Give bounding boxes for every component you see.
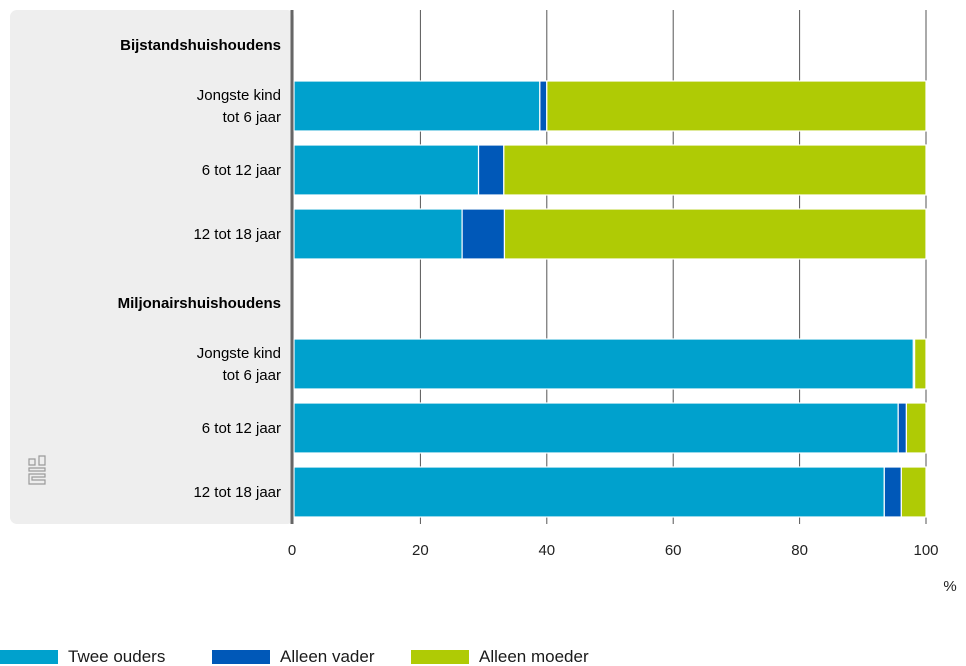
x-unit-label: % (943, 578, 956, 595)
bar-segment-twee-ouders (293, 338, 914, 390)
group-title-bijstandshuishoudens: Bijstandshuishoudens (120, 37, 281, 54)
bar-segment-alleen-vader (461, 208, 506, 260)
x-axis-ticks: 0 20 40 60 80 100 (288, 542, 939, 559)
category-labels: Bijstandshuishoudens Jongste kind tot 6 ja… (118, 37, 281, 501)
x-tick-label-40: 40 (538, 542, 555, 559)
category-panel (10, 10, 294, 524)
cbs-logo-icon (28, 455, 46, 485)
bar-segment-twee-ouders (293, 208, 463, 260)
legend-swatch-alleen-moeder (411, 650, 469, 664)
bar-segment-alleen-moeder (503, 144, 927, 196)
bar-segment-alleen-vader (897, 402, 908, 454)
legend-swatch-alleen-vader (212, 650, 270, 664)
category-label: 6 tot 12 jaar (202, 162, 281, 179)
bar-segment-alleen-moeder (503, 208, 927, 260)
legend-label-alleen-vader: Alleen vader (280, 647, 375, 666)
x-tick-label-0: 0 (288, 542, 296, 559)
bar-segment-twee-ouders (293, 144, 480, 196)
category-label-line: Jongste kind (197, 345, 281, 362)
category-label-line: Jongste kind (197, 87, 281, 104)
group-title-miljonairshuishoudens: Miljonairshuishoudens (118, 295, 281, 312)
chart: Bijstandshuishoudens Jongste kind tot 6 ja… (10, 10, 957, 595)
legend-label-twee-ouders: Twee ouders (68, 647, 166, 666)
bar-segment-alleen-moeder (905, 402, 927, 454)
category-label: 12 tot 18 jaar (193, 484, 281, 501)
legend-label-alleen-moeder: Alleen moeder (479, 647, 589, 666)
category-label: Jongste kind tot 6 jaar (197, 345, 281, 384)
category-label-line: tot 6 jaar (223, 109, 281, 126)
x-tick-label-80: 80 (791, 542, 808, 559)
category-label: 6 tot 12 jaar (202, 420, 281, 437)
category-label: 12 tot 18 jaar (193, 226, 281, 243)
bar-segment-twee-ouders (293, 402, 899, 454)
bar-segment-alleen-vader (883, 466, 902, 518)
category-label: Jongste kind tot 6 jaar (197, 87, 281, 126)
x-tick-label-60: 60 (665, 542, 682, 559)
bar-segment-alleen-moeder (914, 338, 927, 390)
bar-segment-alleen-vader (477, 144, 505, 196)
bar-segment-twee-ouders (293, 466, 885, 518)
bar-segment-alleen-moeder (546, 80, 927, 132)
x-tick-label-100: 100 (913, 542, 938, 559)
legend-swatch-twee-ouders (0, 650, 58, 664)
x-tick-label-20: 20 (412, 542, 429, 559)
bar-segment-alleen-moeder (900, 466, 927, 518)
bar-segment-twee-ouders (293, 80, 541, 132)
bars (293, 80, 927, 518)
category-label-line: tot 6 jaar (223, 367, 281, 384)
bar-segment-alleen-vader (539, 80, 548, 132)
